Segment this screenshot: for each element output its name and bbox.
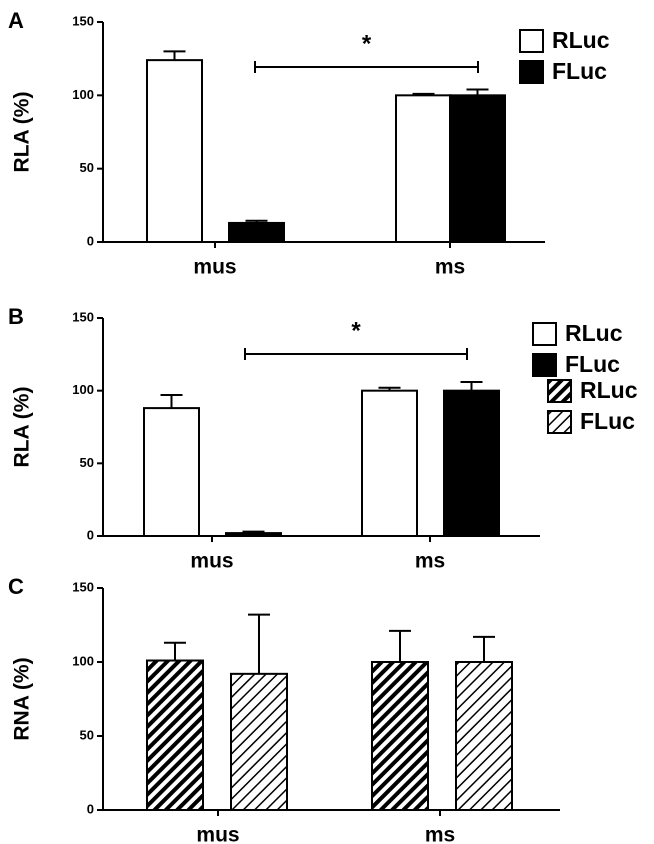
bar	[230, 672, 288, 812]
y-axis-label: RLA (%)	[11, 92, 34, 173]
y-tick-label: 100	[72, 382, 94, 397]
y-tick-label: 150	[72, 309, 94, 324]
x-tick-label: ms	[425, 824, 455, 844]
bar	[143, 407, 200, 537]
legend-label: FLuc	[552, 58, 607, 84]
x-tick-label: mus	[190, 550, 233, 573]
significance-star: *	[351, 317, 361, 344]
x-tick-label: mus	[196, 824, 239, 844]
y-tick-label: 150	[72, 13, 94, 28]
bar	[361, 389, 418, 537]
y-axis-label: RLA (%)	[11, 387, 34, 468]
y-tick-label: 150	[72, 579, 94, 594]
legend-swatch	[547, 379, 572, 403]
panel-label: C	[8, 574, 24, 599]
legend-label: FLuc	[580, 408, 635, 434]
bar	[225, 532, 282, 537]
legend-swatch	[547, 410, 572, 434]
y-tick-label: 50	[80, 455, 94, 470]
bar	[228, 221, 285, 243]
x-tick-label: ms	[435, 256, 465, 279]
panel-label: B	[8, 304, 24, 329]
y-tick-label: 100	[72, 653, 94, 668]
significance-star: *	[362, 30, 372, 57]
legend-swatch	[519, 60, 544, 84]
y-tick-label: 0	[87, 527, 94, 542]
y-tick-label: 0	[87, 801, 94, 816]
y-tick-label: 50	[80, 160, 94, 175]
y-tick-label: 0	[87, 233, 94, 248]
y-tick-label: 50	[80, 727, 94, 742]
legend-swatch	[519, 29, 544, 53]
panel-label: A	[8, 8, 24, 33]
legend-swatch	[532, 322, 557, 346]
legend-label: RLuc	[580, 377, 638, 403]
legend-label: FLuc	[565, 351, 620, 377]
legend-label: RLuc	[565, 320, 623, 346]
legend-label: RLuc	[552, 27, 610, 53]
bar	[449, 94, 506, 244]
bar	[146, 659, 204, 812]
y-axis-label: RNA (%)	[11, 657, 34, 740]
bar	[395, 94, 452, 244]
bar	[371, 661, 429, 811]
bar	[443, 389, 500, 537]
bar	[455, 661, 513, 811]
y-tick-label: 100	[72, 87, 94, 102]
legend-swatch	[532, 353, 557, 377]
x-tick-label: mus	[193, 256, 236, 279]
x-tick-label: ms	[415, 550, 445, 573]
bar	[146, 59, 203, 244]
